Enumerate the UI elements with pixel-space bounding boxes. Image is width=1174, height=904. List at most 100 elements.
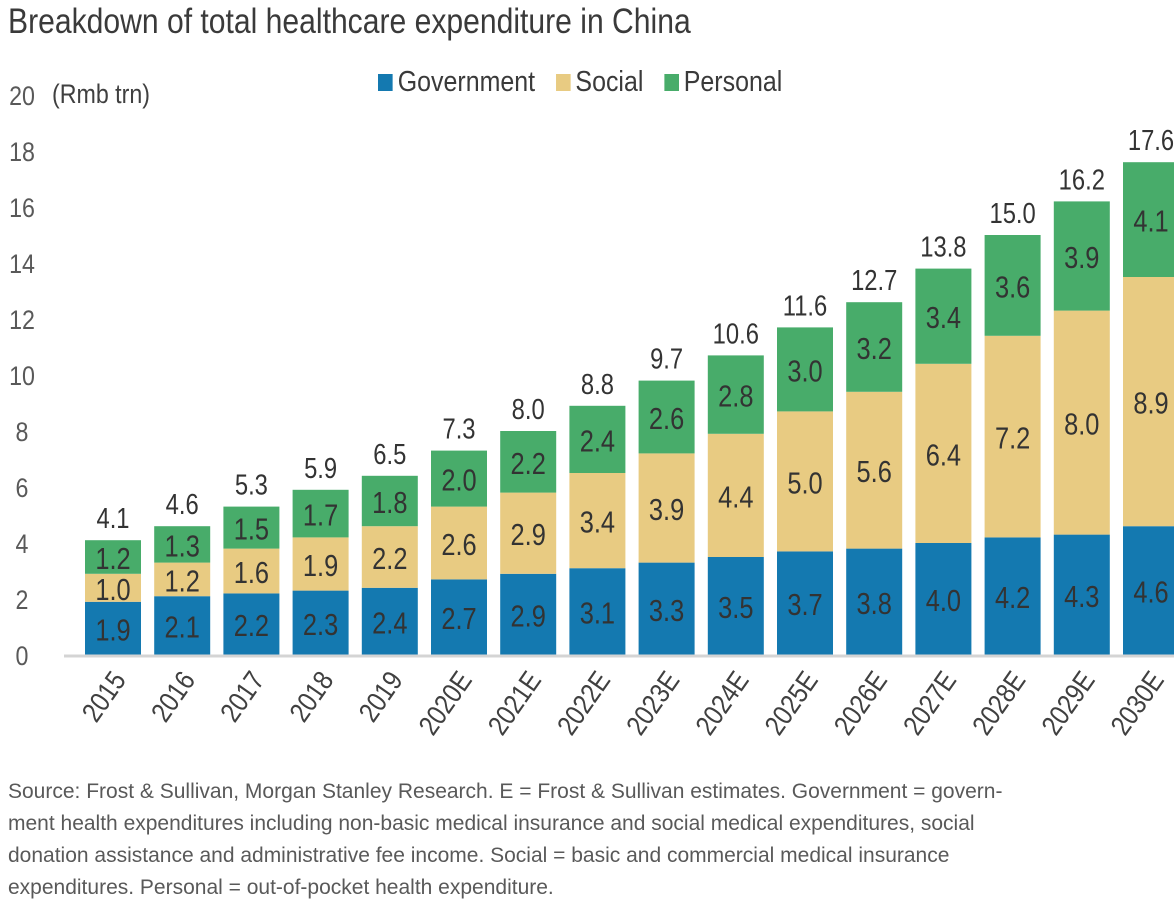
y-tick-label: 2 bbox=[16, 585, 29, 615]
data-label: 8.0 bbox=[1064, 407, 1099, 442]
x-tick-label: 2024E bbox=[689, 665, 755, 740]
bar-segment-government bbox=[846, 548, 903, 655]
bar-segment-personal bbox=[85, 540, 141, 574]
x-tick-label: 2025E bbox=[758, 665, 824, 740]
legend: Government Social Personal bbox=[378, 66, 782, 99]
bar-segment-personal bbox=[154, 526, 211, 563]
bar-segment-government bbox=[569, 568, 626, 655]
total-label: 12.7 bbox=[851, 264, 897, 297]
x-tick-label: 2018 bbox=[283, 665, 340, 727]
bar-segment-personal bbox=[1053, 201, 1110, 311]
total-label: 4.6 bbox=[166, 488, 199, 521]
y-tick-label: 16 bbox=[9, 193, 35, 223]
bar-segment-social bbox=[638, 453, 695, 563]
x-tick-label: 2027E bbox=[896, 665, 962, 740]
y-tick-label: 10 bbox=[9, 361, 35, 391]
x-tick-label: 2029E bbox=[1035, 665, 1101, 740]
legend-swatch-personal bbox=[664, 74, 679, 91]
data-label: 1.5 bbox=[234, 512, 269, 547]
total-label: 4.1 bbox=[96, 502, 129, 535]
source-line: ment health expenditures including non-b… bbox=[8, 812, 975, 835]
total-label: 7.3 bbox=[442, 412, 475, 445]
data-label: 2.4 bbox=[372, 606, 407, 641]
y-tick-label: 20 bbox=[9, 81, 35, 111]
bar-segment-personal bbox=[361, 475, 418, 527]
data-label: 3.1 bbox=[580, 596, 615, 631]
data-label: 3.8 bbox=[857, 586, 892, 621]
data-label: 6.4 bbox=[926, 438, 961, 473]
data-label: 2.9 bbox=[511, 599, 546, 634]
data-label: 1.8 bbox=[372, 486, 407, 521]
bar-segment-social bbox=[361, 526, 418, 588]
data-label: 2.2 bbox=[511, 446, 546, 481]
total-label: 9.7 bbox=[650, 342, 683, 375]
data-label: 2.2 bbox=[234, 609, 269, 644]
bar-segment-social bbox=[500, 492, 557, 574]
source-line: Source: Frost & Sullivan, Morgan Stanley… bbox=[8, 780, 1003, 803]
data-label: 3.7 bbox=[787, 588, 822, 623]
x-tick-label: 2015 bbox=[75, 665, 132, 727]
data-label: 1.0 bbox=[95, 572, 130, 607]
data-label: 2.7 bbox=[441, 602, 476, 637]
x-tick-label: 2021E bbox=[481, 665, 547, 740]
data-label: 4.3 bbox=[1064, 579, 1099, 614]
bar-segment-social bbox=[777, 411, 833, 552]
bar-segment-social bbox=[1123, 277, 1174, 527]
data-label: 3.4 bbox=[580, 505, 615, 540]
data-label: 2.8 bbox=[718, 379, 753, 414]
data-label: 4.2 bbox=[995, 581, 1030, 616]
total-label: 5.9 bbox=[304, 452, 337, 485]
total-label: 17.6 bbox=[1128, 124, 1174, 157]
bar-segment-social bbox=[984, 335, 1041, 538]
y-tick-label: 6 bbox=[16, 473, 29, 503]
data-label: 1.9 bbox=[303, 549, 338, 584]
source-line: expenditures. Personal = out-of-pocket h… bbox=[8, 876, 554, 899]
bar-segment-social bbox=[707, 433, 764, 557]
data-label: 2.4 bbox=[580, 424, 615, 459]
legend-item-government: Government bbox=[378, 66, 535, 99]
legend-label-social: Social bbox=[575, 66, 644, 98]
data-label: 4.0 bbox=[926, 584, 961, 619]
data-label: 4.1 bbox=[1133, 204, 1168, 239]
total-label: 5.3 bbox=[235, 468, 268, 501]
y-tick-label: 18 bbox=[9, 137, 35, 167]
bar-segment-personal bbox=[292, 489, 349, 538]
source-line: donation assistance and administrative f… bbox=[8, 844, 950, 867]
data-label: 3.9 bbox=[649, 493, 684, 528]
source-note: Source: Frost & Sullivan, Morgan Stanley… bbox=[8, 776, 1174, 904]
bar-segment-government bbox=[292, 590, 349, 655]
data-label: 2.9 bbox=[511, 518, 546, 553]
bar-segment-personal bbox=[500, 431, 557, 493]
bar-segment-personal bbox=[777, 327, 833, 412]
x-tick-label: 2022E bbox=[550, 665, 616, 740]
data-label: 2.0 bbox=[441, 463, 476, 498]
x-tick-label: 2030E bbox=[1104, 665, 1170, 740]
data-label: 1.3 bbox=[165, 529, 200, 564]
bar-segment-social bbox=[915, 363, 972, 543]
total-label: 10.6 bbox=[713, 317, 759, 350]
bar-segment-government bbox=[707, 557, 764, 655]
data-label: 5.6 bbox=[857, 455, 892, 490]
y-tick-label: 0 bbox=[16, 641, 29, 671]
bar-segment-personal bbox=[638, 380, 695, 454]
data-label: 3.4 bbox=[926, 301, 961, 336]
data-label: 1.9 bbox=[95, 613, 130, 648]
bar-segment-government bbox=[500, 573, 557, 655]
data-label: 1.6 bbox=[234, 556, 269, 591]
bar-segment-social bbox=[154, 562, 211, 597]
bar-segment-personal bbox=[707, 355, 764, 434]
legend-swatch-social bbox=[555, 74, 571, 91]
bar-segment-social bbox=[223, 548, 280, 594]
data-label: 2.1 bbox=[165, 610, 200, 645]
x-tick-label: 2023E bbox=[620, 665, 686, 740]
data-label: 4.4 bbox=[718, 480, 753, 515]
bar-segment-personal bbox=[569, 405, 626, 473]
data-label: 8.9 bbox=[1133, 386, 1168, 421]
bar-segment-social bbox=[431, 506, 487, 580]
data-label: 2.6 bbox=[649, 402, 684, 437]
bar-segment-personal bbox=[1123, 162, 1174, 277]
data-label: 3.6 bbox=[995, 270, 1030, 305]
data-label: 2.2 bbox=[372, 542, 407, 577]
bar-segment-government bbox=[361, 587, 418, 655]
